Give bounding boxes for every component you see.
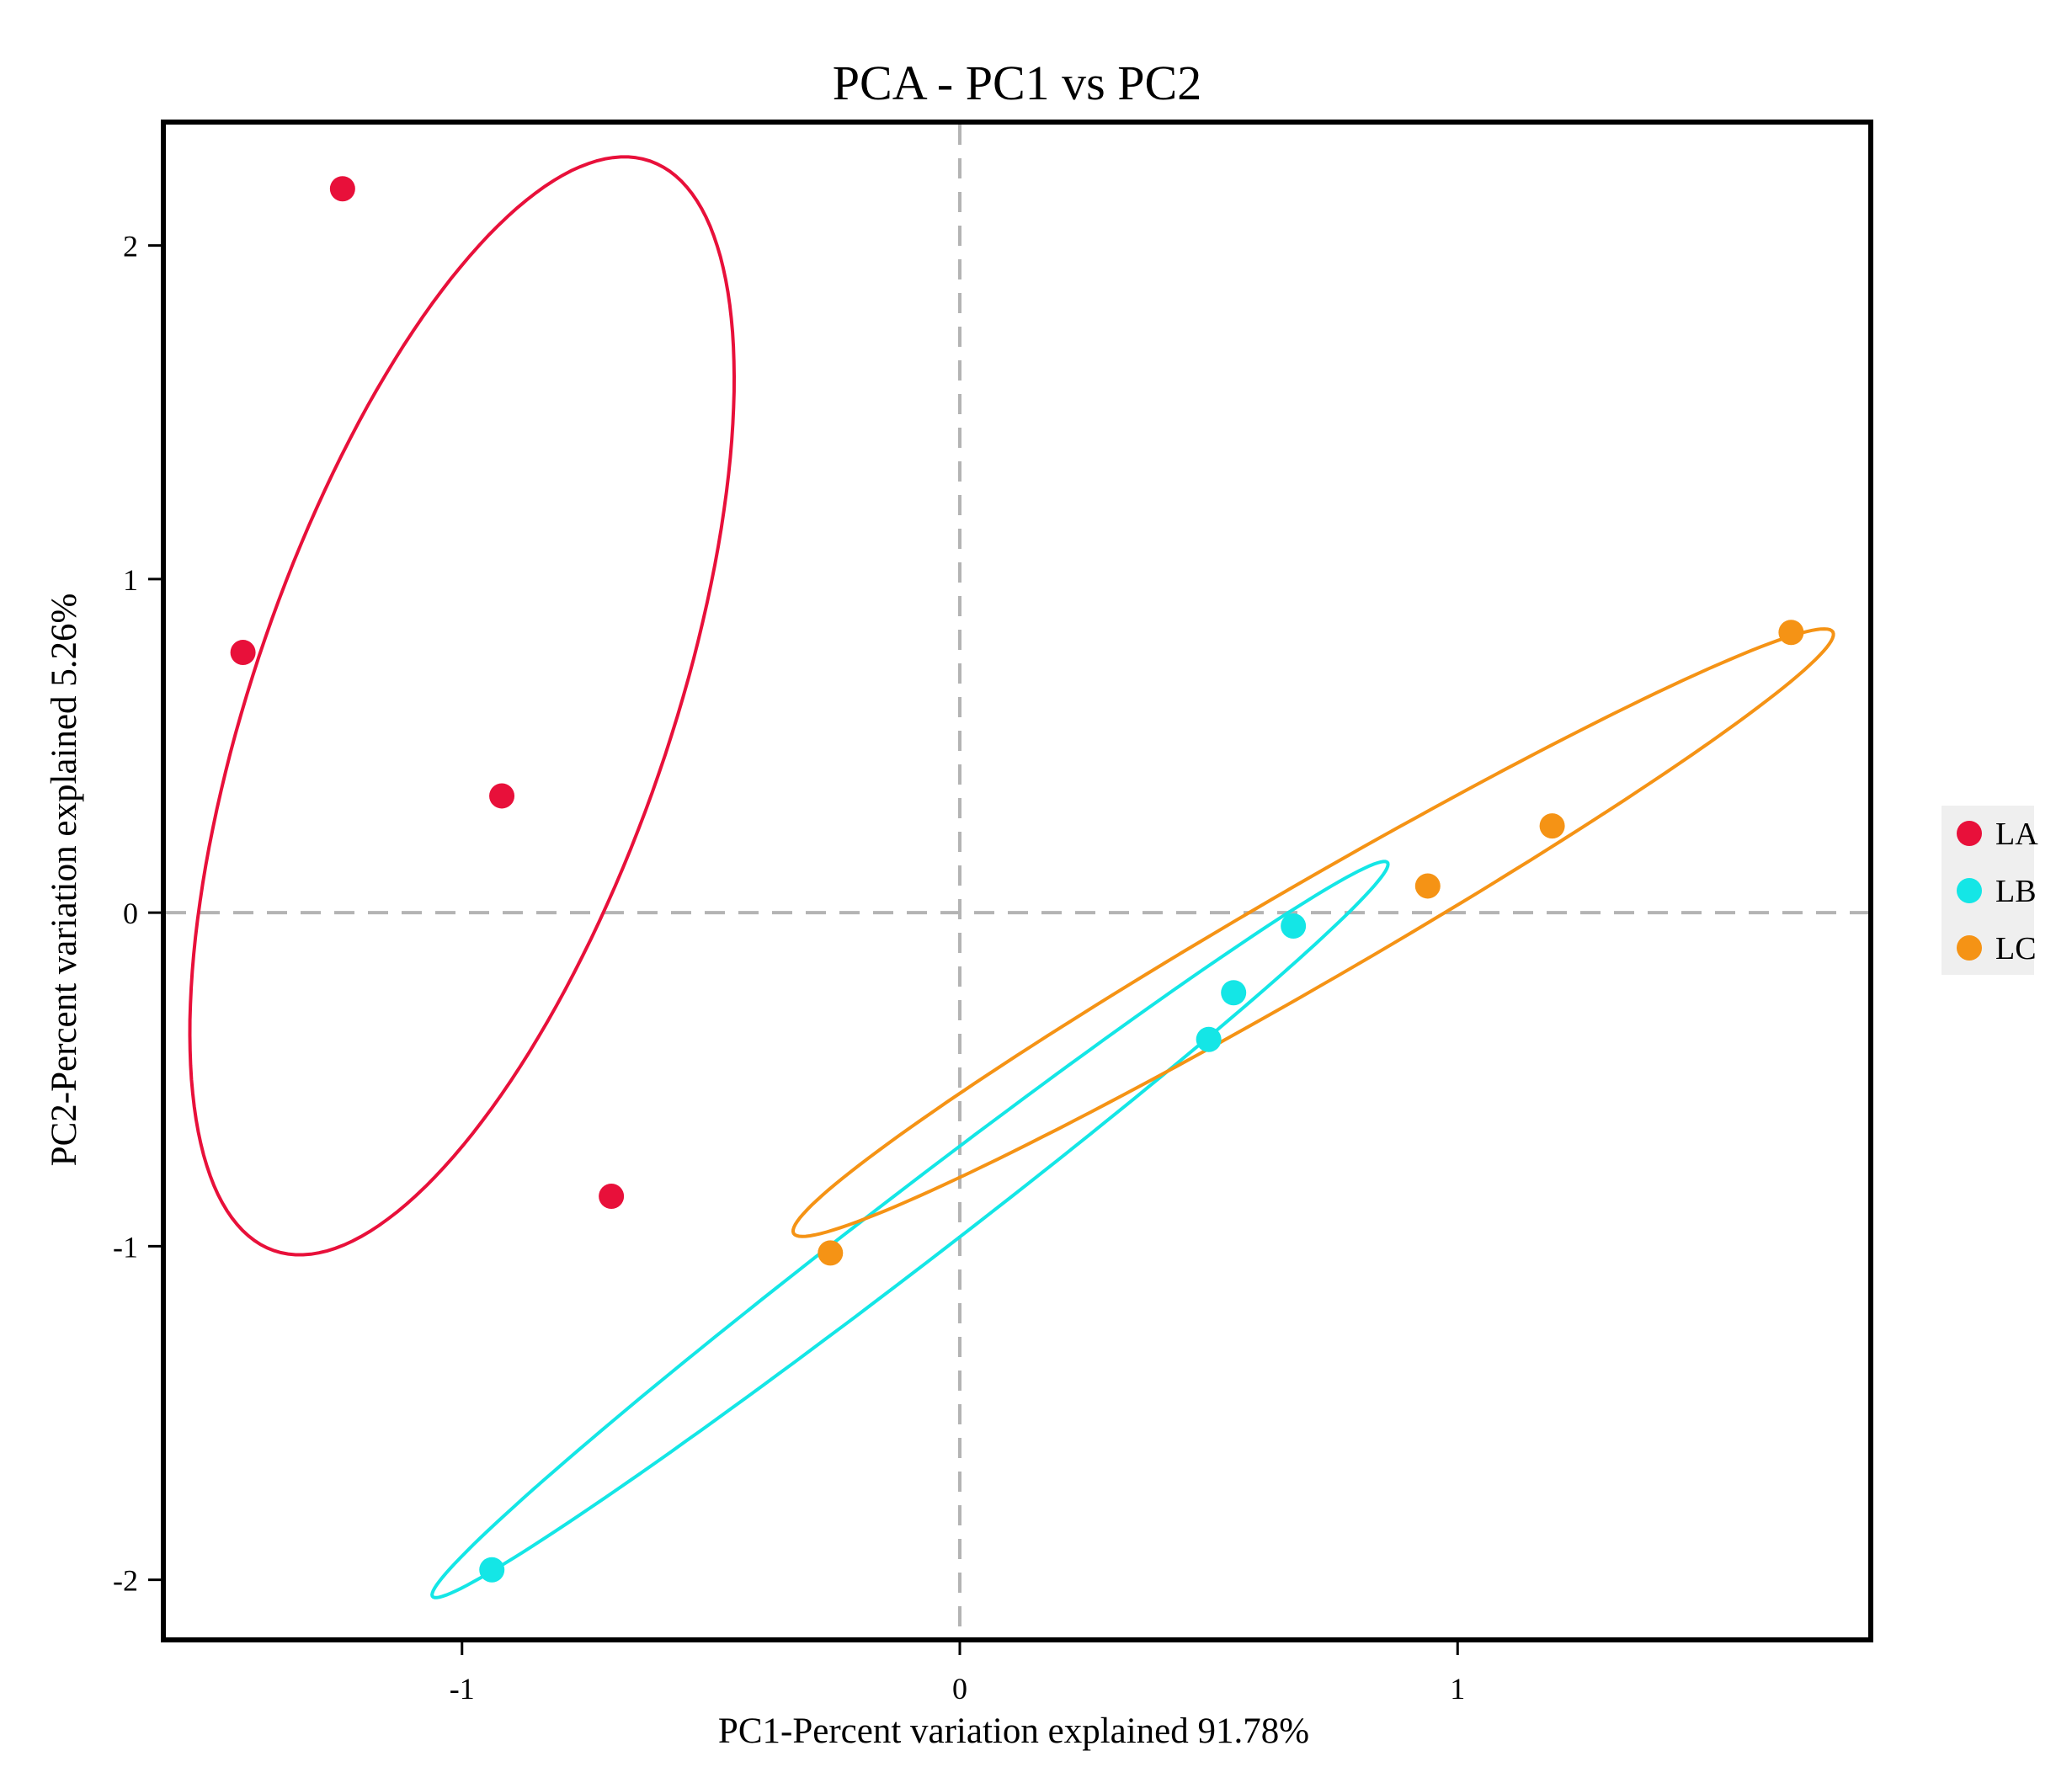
y-axis: -2 -1 0 1 2	[113, 230, 163, 1598]
point-lc	[1778, 620, 1804, 646]
ellipse-la	[188, 155, 737, 1257]
point-lc	[1414, 873, 1441, 899]
x-axis-label: PC1-Percent variation explained 91.78%	[718, 1711, 1309, 1751]
legend-label-lc: LC	[1995, 931, 2037, 966]
x-tick-label: 1	[1450, 1672, 1465, 1706]
point-lb	[1221, 980, 1247, 1006]
legend-marker-la	[1957, 821, 1982, 846]
reference-lines	[166, 125, 1868, 1637]
y-tick-label: 1	[123, 563, 138, 597]
legend-marker-lc	[1957, 935, 1982, 961]
confidence-ellipses	[188, 155, 1835, 1599]
plot-frame	[161, 120, 1873, 1642]
legend-label-la: LA	[1995, 817, 2038, 852]
legend-marker-lb	[1957, 878, 1982, 903]
point-lc	[818, 1240, 844, 1266]
point-lb	[1281, 913, 1307, 939]
y-tick-label: 2	[123, 230, 138, 263]
point-lc	[1539, 813, 1565, 839]
chart-title: PCA - PC1 vs PC2	[833, 56, 1201, 110]
x-axis: -1 0 1	[450, 1640, 1465, 1706]
point-lb	[479, 1557, 505, 1583]
point-la	[599, 1183, 625, 1209]
y-tick-label: 0	[123, 897, 138, 930]
point-la	[489, 783, 515, 809]
data-points	[230, 176, 1804, 1583]
x-tick-label: 0	[952, 1672, 967, 1706]
point-la	[329, 176, 355, 202]
point-lb	[1196, 1026, 1222, 1052]
ellipse-lb	[430, 860, 1390, 1599]
y-axis-label: PC2-Percent variation explained 5.26%	[45, 593, 84, 1167]
legend: LA LB LC	[1942, 806, 2038, 975]
point-la	[230, 640, 256, 666]
legend-label-lb: LB	[1995, 874, 2037, 909]
x-tick-label: -1	[450, 1672, 475, 1706]
y-tick-label: -2	[113, 1564, 138, 1598]
ellipse-lc	[791, 627, 1835, 1238]
y-tick-label: -1	[113, 1230, 138, 1264]
